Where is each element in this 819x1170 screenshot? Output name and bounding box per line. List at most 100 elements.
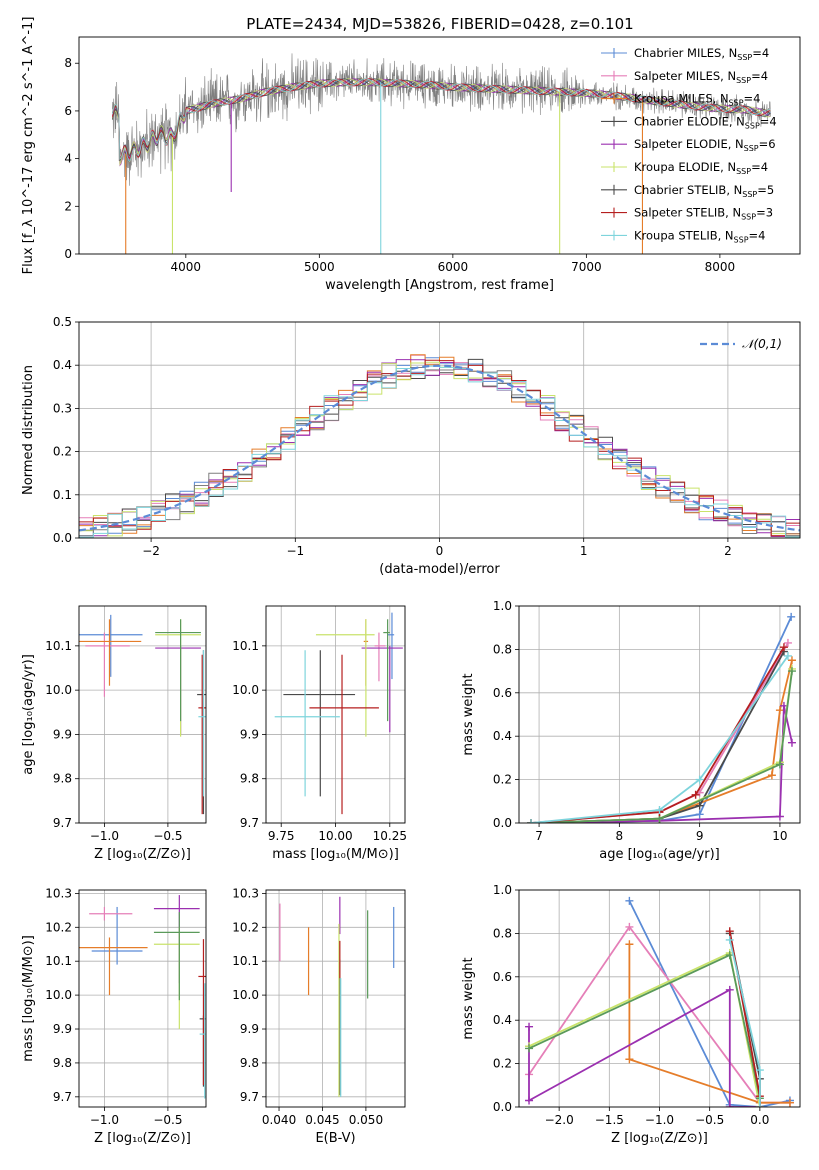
y-tick-label: 0.3 bbox=[53, 401, 72, 415]
panel-massweight-vs-age: 7 8 9 10 0.0 0.2 0.4 0.6 0.8 1.0 age [log₁₀(age/yr… bbox=[461, 599, 801, 862]
x-axis-label: E(B-V) bbox=[315, 1131, 355, 1146]
x-tick-label: −1.0 bbox=[645, 1113, 674, 1127]
y-tick-label: 1.0 bbox=[493, 883, 512, 897]
x-axis-label: (data-model)/error bbox=[379, 562, 500, 577]
weight-line bbox=[530, 660, 793, 823]
weight-marker bbox=[625, 896, 634, 905]
weight-line bbox=[530, 655, 789, 823]
spectrum-legend: Chabrier MILES, NSSP=4 Salpeter MILES, NS… bbox=[601, 46, 777, 244]
axes-frame bbox=[518, 605, 801, 824]
x-tick-label: 8 bbox=[616, 829, 624, 843]
panel-spectrum: 4000 5000 6000 7000 8000 0 2 4 6 8 wavelength [Ang… bbox=[21, 17, 801, 293]
y-tick-label: 10.3 bbox=[232, 886, 259, 900]
x-tick-label: 7000 bbox=[571, 260, 602, 274]
weight-marker bbox=[775, 812, 784, 821]
gaussian-legend-label: 𝒩(0,1) bbox=[742, 337, 782, 351]
y-tick-label: 0.4 bbox=[53, 358, 72, 372]
y-axis-label: mass weight bbox=[461, 673, 476, 755]
weight-marker bbox=[695, 810, 704, 819]
weight-marker bbox=[625, 922, 634, 931]
panel-residuals: −2 −1 0 1 2 0.0 0.1 0.2 0.3 0.4 0.5 (data-model)/er… bbox=[21, 315, 801, 577]
x-tick-label: 0.040 bbox=[262, 1113, 296, 1127]
x-tick-label: 4000 bbox=[171, 260, 202, 274]
x-tick-label: −1 bbox=[286, 544, 304, 558]
x-tick-label: 2 bbox=[724, 544, 732, 558]
weight-marker bbox=[787, 656, 796, 665]
x-axis-label: age [log₁₀(age/yr)] bbox=[599, 847, 720, 862]
x-axis-label: Z [log₁₀(Z/Z⊙)] bbox=[94, 847, 191, 862]
weight-marker bbox=[525, 1044, 534, 1053]
y-tick-label: 8 bbox=[64, 56, 72, 70]
weight-line bbox=[530, 646, 785, 823]
weight-marker bbox=[695, 801, 704, 810]
legend-entry: Kroupa STELIB, NSSP=4 bbox=[634, 228, 765, 244]
y-axis-label: age [log₁₀(age/yr)] bbox=[21, 654, 36, 775]
weight-marker bbox=[625, 940, 634, 949]
x-tick-label: 8000 bbox=[705, 260, 736, 274]
weight-line bbox=[530, 668, 793, 823]
y-tick-label: 9.7 bbox=[53, 816, 72, 830]
y-tick-label: 0.2 bbox=[493, 1057, 512, 1071]
x-axis-label: mass [log₁₀(M/M⊙)] bbox=[272, 847, 399, 862]
panel-age-vs-mass: 9.75 10.00 10.25 9.7 9.8 9.9 10.0 10.1 mass [log… bbox=[232, 605, 407, 862]
legend-entry: Chabrier STELIB, NSSP=5 bbox=[634, 183, 774, 199]
weight-marker bbox=[755, 1103, 764, 1107]
axes-frame bbox=[265, 605, 406, 824]
y-tick-label: 0.1 bbox=[53, 488, 72, 502]
x-tick-label: 10.00 bbox=[318, 829, 352, 843]
model-spectrum bbox=[111, 78, 771, 160]
weight-marker bbox=[775, 760, 784, 769]
weight-marker bbox=[767, 771, 776, 780]
axes-frame bbox=[265, 889, 406, 1108]
legend-entry: Salpeter MILES, NSSP=4 bbox=[634, 69, 768, 85]
y-tick-label: 9.9 bbox=[53, 727, 72, 741]
axes-frame bbox=[78, 889, 207, 1108]
x-tick-label: −0.5 bbox=[153, 829, 182, 843]
weight-marker bbox=[787, 738, 796, 747]
legend-entry: Kroupa MILES, NSSP=4 bbox=[634, 92, 760, 108]
weight-marker bbox=[783, 638, 792, 647]
x-tick-label: −0.5 bbox=[695, 1113, 724, 1127]
y-tick-label: 9.7 bbox=[53, 1090, 72, 1104]
weight-marker bbox=[527, 819, 536, 823]
y-tick-label: 10.1 bbox=[232, 954, 259, 968]
y-tick-label: 0 bbox=[64, 247, 72, 261]
y-tick-label: 10.1 bbox=[232, 639, 259, 653]
y-tick-label: 0.4 bbox=[493, 1013, 512, 1027]
x-axis-label: Z [log₁₀(Z/Z⊙)] bbox=[611, 1131, 708, 1146]
y-tick-label: 6 bbox=[64, 104, 72, 118]
x-tick-label: 1 bbox=[580, 544, 588, 558]
weight-marker bbox=[691, 790, 700, 799]
weight-marker bbox=[725, 985, 734, 994]
weight-line bbox=[530, 705, 793, 823]
x-axis-label: wavelength [Angstrom, rest frame] bbox=[325, 278, 554, 293]
y-tick-label: 9.8 bbox=[53, 1056, 72, 1070]
y-tick-label: 10.0 bbox=[45, 988, 72, 1002]
legend-entry: Chabrier ELODIE, NSSP=4 bbox=[634, 114, 777, 130]
y-tick-label: 9.8 bbox=[53, 772, 72, 786]
x-tick-label: 7 bbox=[535, 829, 543, 843]
y-tick-label: 10.2 bbox=[45, 920, 72, 934]
y-tick-label: 10.0 bbox=[45, 683, 72, 697]
y-tick-label: 9.9 bbox=[240, 1022, 259, 1036]
weight-line bbox=[628, 900, 791, 1107]
x-axis-label: Z [log₁₀(Z/Z⊙)] bbox=[94, 1131, 191, 1146]
model-spectrum bbox=[111, 78, 771, 162]
y-axis-label: mass weight bbox=[461, 957, 476, 1039]
plot-area bbox=[274, 612, 403, 815]
x-tick-label: −1.0 bbox=[90, 1113, 119, 1127]
weight-marker bbox=[655, 805, 664, 814]
weight-line bbox=[530, 651, 785, 823]
x-tick-label: 0.045 bbox=[305, 1113, 339, 1127]
plot-area bbox=[527, 612, 796, 823]
weight-marker bbox=[725, 1103, 734, 1107]
x-tick-label: 6000 bbox=[438, 260, 469, 274]
y-tick-label: 0.0 bbox=[493, 816, 512, 830]
weight-marker bbox=[695, 775, 704, 784]
y-tick-label: 0.8 bbox=[493, 642, 512, 656]
panel-mass-vs-EBV: 0.040 0.045 0.050 9.7 9.8 9.9 10.0 10.1 10.2 10.3… bbox=[232, 886, 406, 1146]
y-tick-label: 0.5 bbox=[53, 315, 72, 329]
weight-marker bbox=[787, 612, 796, 621]
weight-marker bbox=[787, 667, 796, 676]
weight-marker bbox=[725, 927, 734, 936]
